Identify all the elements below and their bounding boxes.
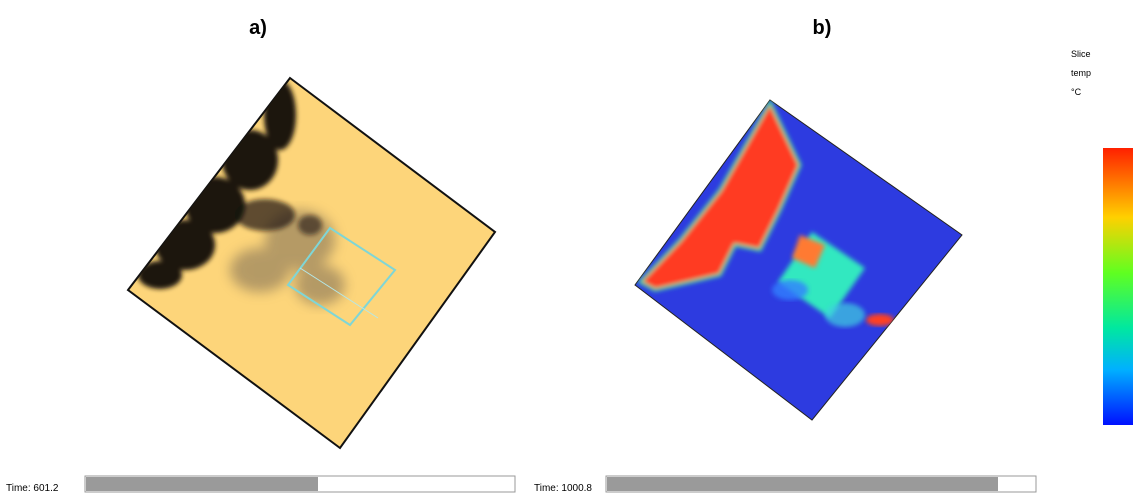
time-slider-fill [607,477,998,491]
colorbar-title: °C [1071,87,1082,97]
colorbar-title: Slice [1071,49,1091,59]
panel-label: b) [813,17,832,39]
time-label: Time: 601.2 [6,483,59,494]
time-slider-fill [86,477,318,491]
colorbar-gradient [1103,148,1133,425]
colorbar: Slice temp °C [1071,49,1133,425]
smoke-view [126,76,497,450]
colorbar-title: temp [1071,68,1091,78]
panel-label: a) [249,17,267,39]
slice-view [634,99,963,421]
time-label: Time: 1000.8 [534,483,592,494]
